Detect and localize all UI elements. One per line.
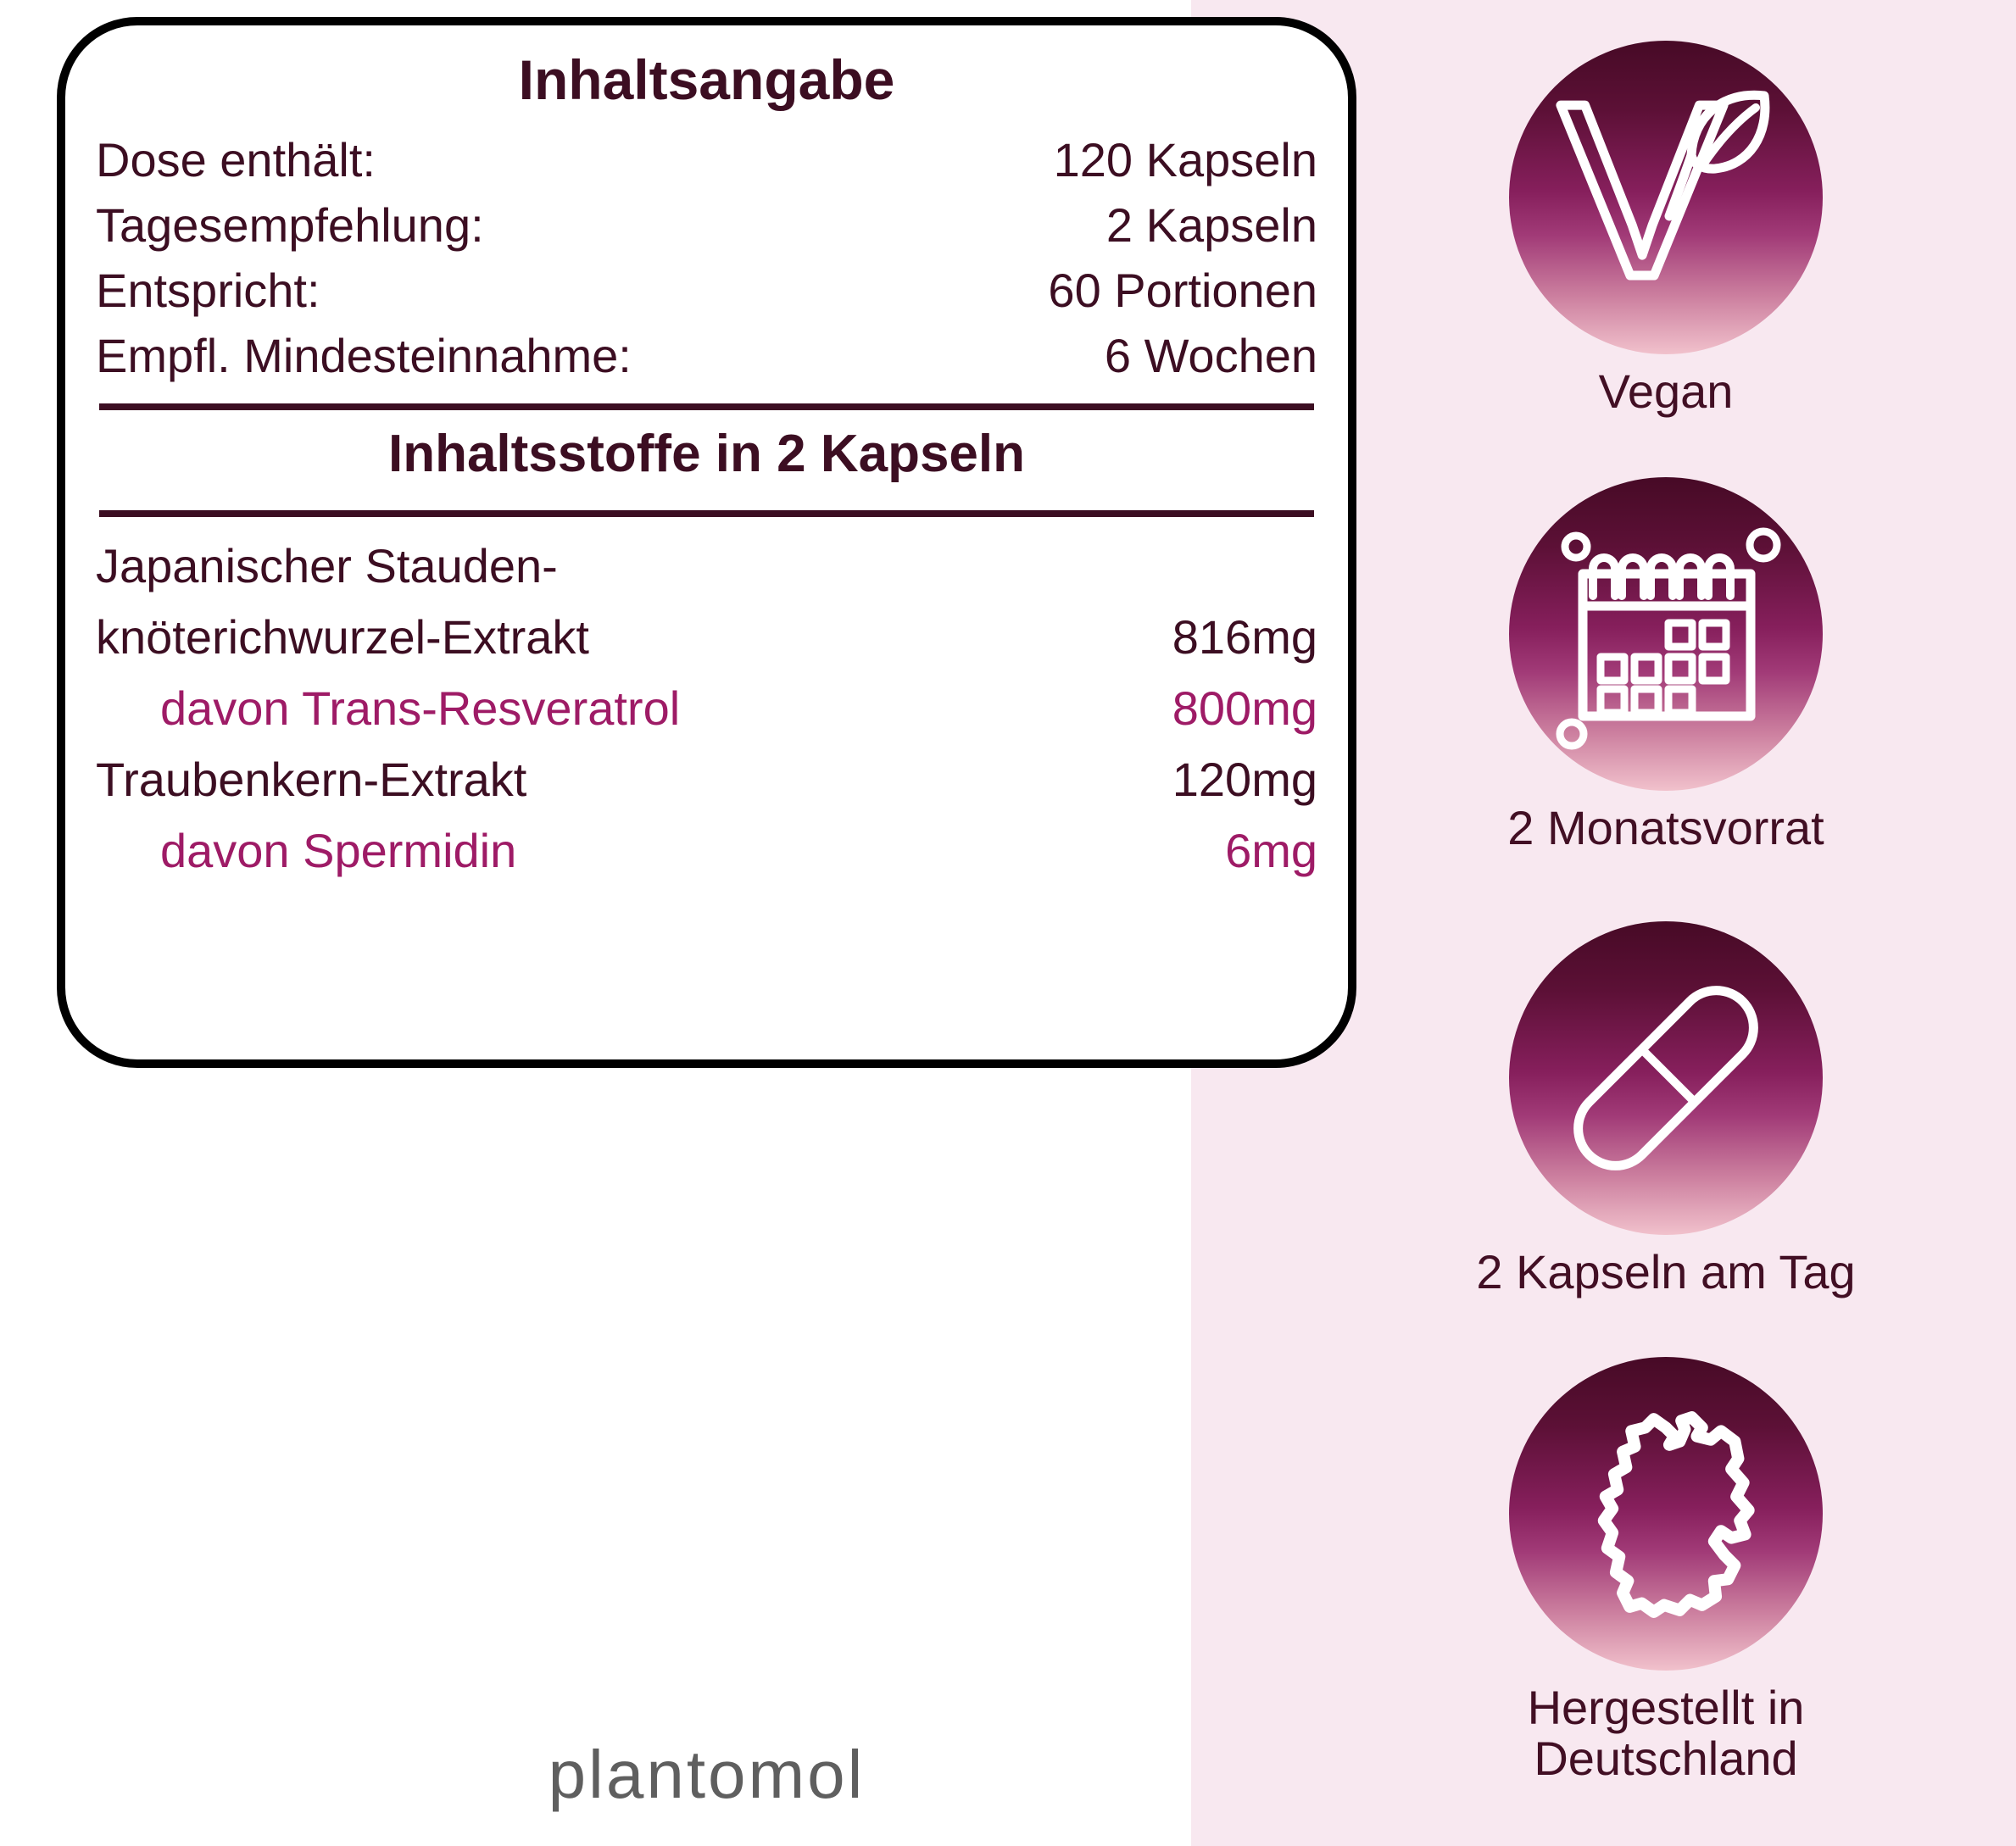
badge-label-line2: Deutschland	[1534, 1732, 1798, 1785]
badge-label: Vegan	[1598, 364, 1734, 418]
dose-row: Tagesempfehlung: 2 Kapseln	[96, 192, 1317, 258]
divider	[99, 403, 1314, 410]
badge-label-line1: Hergestellt in	[1527, 1681, 1805, 1734]
vegan-leaf-icon: V	[1555, 47, 1770, 333]
ingredient-row: Japanischer Stauden-	[96, 531, 1317, 602]
dose-row-label: Entspricht:	[96, 264, 320, 317]
brand-logo: plantomol	[548, 1737, 866, 1812]
dose-row-label: Empfl. Mindesteinnahme:	[96, 329, 632, 382]
dose-row-value: 2 Kapseln	[1105, 198, 1317, 252]
ingredient-label: knöterichwurzel-Extrakt	[96, 610, 589, 664]
ingredient-row: davon Trans-Resveratrol 800mg	[96, 673, 1317, 744]
badge-daily-dose: 2 Kapseln am Tag	[1369, 921, 1963, 1298]
ingredient-label: Traubenkern-Extrakt	[96, 753, 527, 806]
dose-row-label: Dose enthält:	[96, 133, 376, 186]
dose-row-value: 60 Portionen	[1048, 264, 1317, 317]
divider	[99, 510, 1314, 517]
dose-row: Entspricht: 60 Portionen	[96, 258, 1317, 323]
badge-label: 2 Kapseln am Tag	[1476, 1245, 1856, 1298]
badge-label: Hergestellt in Deutschland	[1369, 1682, 1963, 1784]
badge-made-in-germany: Hergestellt in Deutschland	[1369, 1357, 1963, 1784]
nutrition-facts-box: Inhaltsangabe Dose enthält: 120 Kapseln …	[57, 17, 1356, 1068]
dose-row-label: Tagesempfehlung:	[96, 198, 484, 252]
ingredients-heading: Inhaltsstoffe in 2 Kapseln	[387, 425, 1026, 483]
svg-text:V: V	[1560, 52, 1726, 328]
ingredient-label: Japanischer Stauden-	[96, 539, 558, 592]
ingredient-value: 800mg	[1172, 681, 1317, 735]
badge-circle: V	[1509, 41, 1823, 354]
dose-row-value: 6 Wochen	[1104, 329, 1317, 382]
dose-row: Empfl. Mindesteinnahme: 6 Wochen	[96, 323, 1317, 388]
ingredient-label: davon Spermidin	[160, 824, 517, 877]
badge-monthly-supply: 2 Monatsvorrat	[1369, 477, 1963, 853]
dose-info-list: Dose enthält: 120 Kapseln Tagesempfehlun…	[96, 127, 1317, 388]
ingredient-value: 6mg	[1225, 824, 1317, 877]
box-title: Inhaltsangabe	[518, 48, 895, 111]
ingredient-row: davon Spermidin 6mg	[96, 815, 1317, 887]
badge-circle	[1509, 477, 1823, 791]
ingredients-list: Japanischer Stauden- knöterichwurzel-Ext…	[96, 531, 1317, 887]
ingredient-row: Traubenkern-Extrakt 120mg	[96, 744, 1317, 815]
badge-vegan: V Vegan	[1369, 41, 1963, 417]
ingredient-row: knöterichwurzel-Extrakt 816mg	[96, 602, 1317, 673]
dose-row: Dose enthält: 120 Kapseln	[96, 127, 1317, 192]
dose-row-value: 120 Kapseln	[1053, 133, 1317, 186]
capsule-icon	[1573, 986, 1758, 1170]
badge-circle	[1509, 921, 1823, 1235]
badge-circle	[1509, 1357, 1823, 1671]
calendar-icon	[1556, 527, 1781, 750]
germany-map-icon	[1597, 1411, 1755, 1618]
badge-label: 2 Monatsvorrat	[1507, 801, 1824, 854]
ingredient-label: davon Trans-Resveratrol	[160, 681, 681, 735]
ingredient-value: 120mg	[1172, 753, 1317, 806]
ingredient-value: 816mg	[1172, 610, 1317, 664]
